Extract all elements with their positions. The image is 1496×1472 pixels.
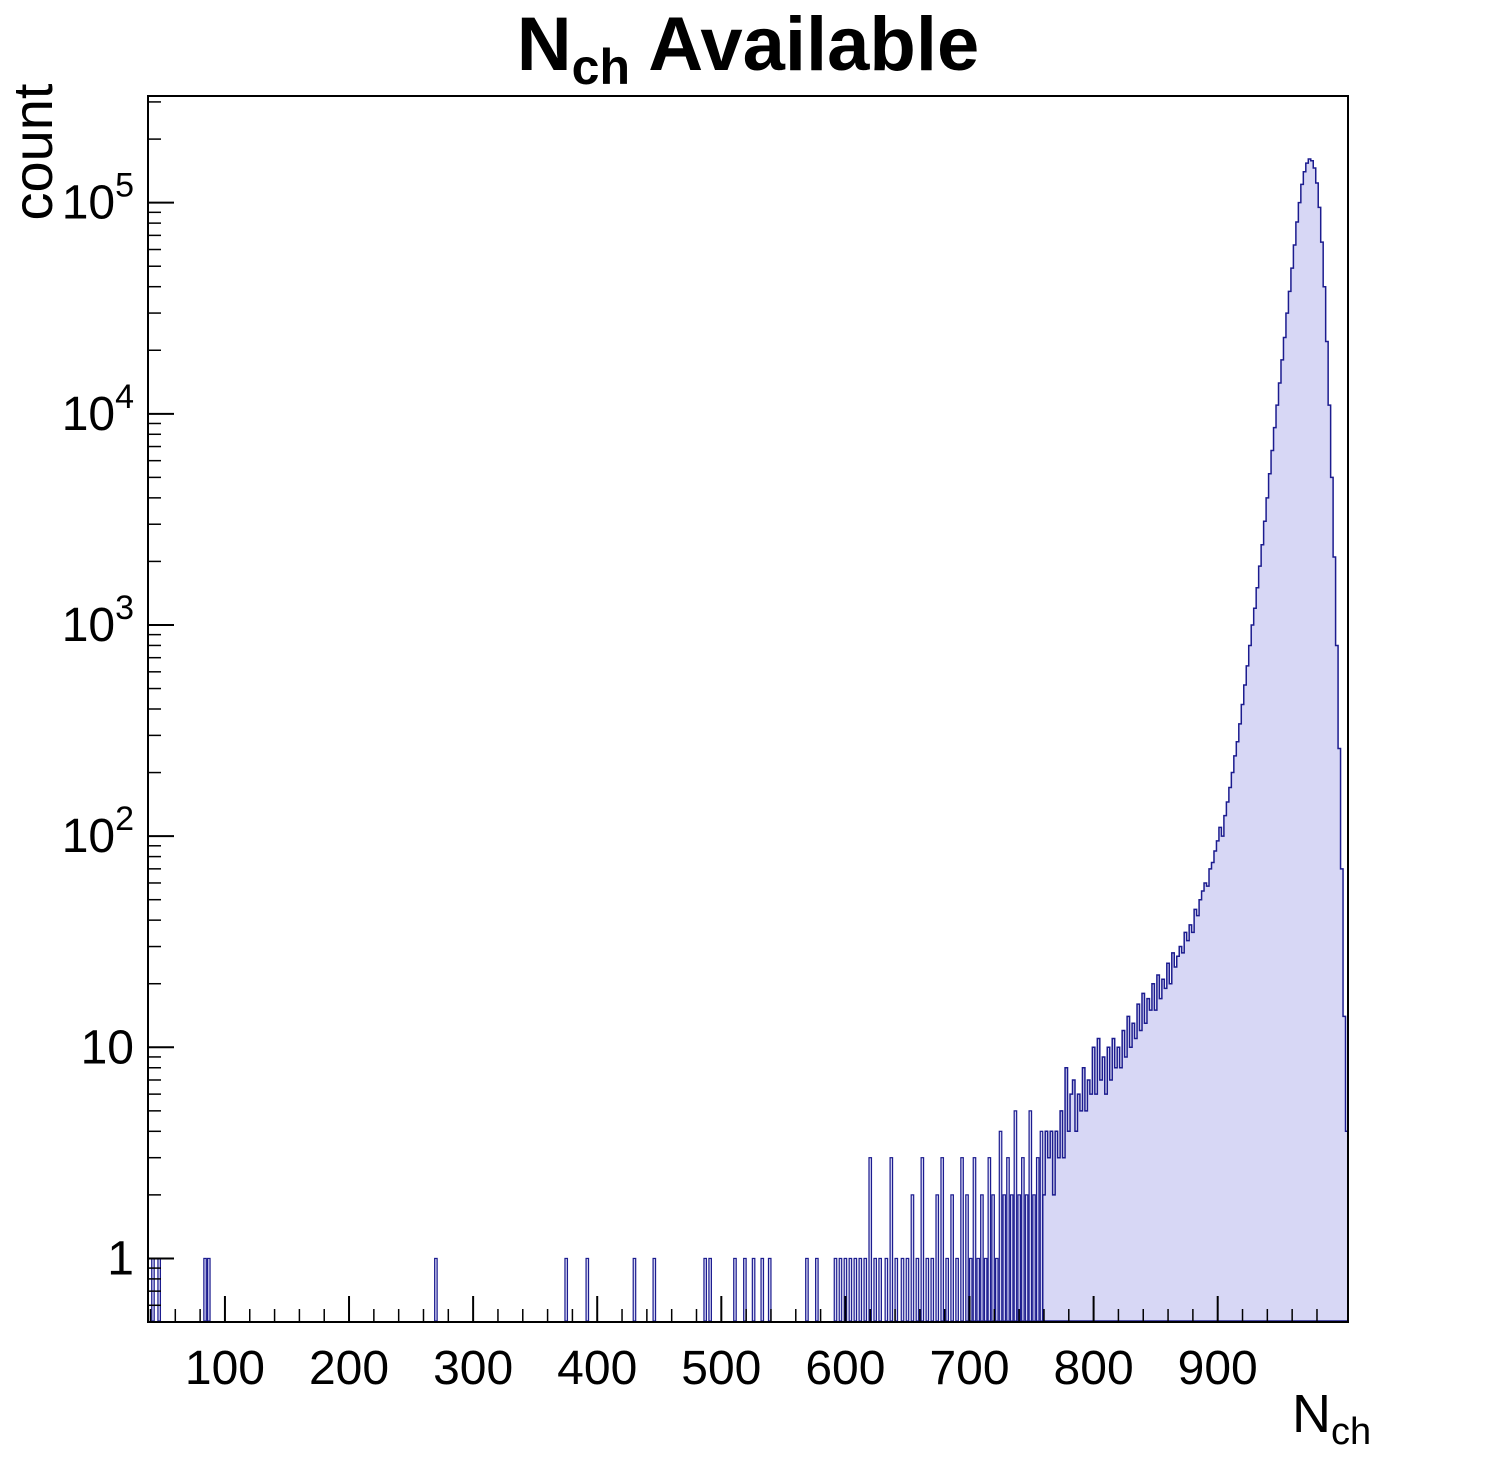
x-axis-label-sub: ch	[1331, 1411, 1371, 1453]
y-tick-label-base: 10	[62, 599, 115, 652]
y-tick-label-base: 10	[62, 177, 115, 230]
chart-title-rest: Available	[630, 2, 979, 87]
histogram-bar	[873, 1257, 878, 1322]
y-tick-label-base: 1	[107, 1232, 134, 1285]
histogram-bar	[930, 1257, 935, 1322]
histogram-bar	[950, 1194, 954, 1322]
histogram-bar	[1013, 1110, 1018, 1322]
histogram-bar	[815, 1257, 819, 1322]
histogram-bar	[805, 1257, 809, 1322]
histogram-bar	[910, 1194, 915, 1322]
histogram-bar	[434, 1257, 438, 1322]
histogram-bar	[884, 1257, 889, 1322]
histogram-bar	[1032, 1194, 1036, 1322]
histogram-bar	[940, 1157, 945, 1322]
histogram-bar	[703, 1257, 708, 1322]
histogram-bar	[972, 1157, 977, 1322]
histogram-bar	[203, 1257, 207, 1322]
histogram-bar	[915, 1257, 920, 1322]
y-tick-label-exponent: 5	[115, 167, 134, 205]
histogram-bar	[920, 1157, 925, 1322]
histogram-bar	[868, 1157, 873, 1322]
y-tick-label: 102	[62, 800, 134, 863]
x-tick-label: 600	[805, 1342, 885, 1395]
x-tick-label: 200	[309, 1342, 389, 1395]
histogram-bar	[935, 1194, 940, 1322]
y-tick-label: 105	[62, 167, 134, 230]
y-tick-label-exponent: 2	[115, 800, 134, 838]
histogram-bar	[708, 1257, 712, 1322]
histogram-bar	[858, 1257, 863, 1322]
y-tick-label-base: 10	[62, 810, 115, 863]
y-tick-label-base: 10	[62, 388, 115, 441]
y-tick-label-base: 10	[81, 1021, 134, 1074]
chart-title-sub: ch	[572, 39, 630, 95]
histogram-bar	[863, 1257, 868, 1322]
histogram-bar	[206, 1257, 211, 1322]
histogram-bar	[889, 1157, 894, 1322]
histogram-bar	[998, 1130, 1003, 1322]
histogram-bar	[960, 1157, 964, 1322]
histogram-bar	[853, 1257, 858, 1322]
chart-title-main: N	[517, 2, 572, 87]
axes-layer: 100 200 300 400 500 600 700 800 9001101021031041…	[62, 95, 1349, 1395]
histogram-bar	[1009, 1194, 1014, 1322]
x-tick-label: 400	[557, 1342, 637, 1395]
histogram-bar	[1035, 1157, 1040, 1322]
histogram-bar	[1006, 1157, 1010, 1322]
histogram-bar	[945, 1257, 950, 1322]
x-axis-label-main: N	[1292, 1384, 1331, 1444]
histogram-bar	[838, 1257, 843, 1322]
histogram-bar	[878, 1257, 882, 1322]
y-axis-label: count	[1, 83, 64, 220]
x-tick-label: 900	[1178, 1342, 1258, 1395]
histogram-bar	[905, 1257, 910, 1322]
histogram-bar	[991, 1194, 995, 1322]
histogram-bar	[1002, 1194, 1007, 1322]
histogram-bar	[632, 1257, 637, 1322]
histogram-bar	[1024, 1194, 1029, 1322]
histogram-bar	[564, 1257, 569, 1322]
chart-title: Nch Available	[517, 2, 979, 95]
histogram-bar	[987, 1157, 992, 1322]
histogram-bar	[848, 1257, 853, 1322]
histogram-bar	[900, 1257, 905, 1322]
histogram-bar	[955, 1257, 959, 1322]
y-tick-label: 104	[62, 378, 134, 441]
histogram-bar	[976, 1257, 981, 1322]
x-tick-label: 100	[185, 1342, 265, 1395]
x-tick-label: 500	[681, 1342, 761, 1395]
x-tick-label: 800	[1054, 1342, 1134, 1395]
y-tick-label: 103	[62, 589, 134, 652]
x-axis-label: Nch	[1292, 1384, 1371, 1453]
y-tick-label-exponent: 4	[115, 378, 134, 416]
histogram-bar	[994, 1257, 999, 1322]
x-tick-label: 300	[433, 1342, 513, 1395]
histogram-bar	[733, 1257, 737, 1322]
y-tick-label: 10	[81, 1021, 134, 1074]
histogram-bar	[925, 1257, 930, 1322]
histogram-bar	[965, 1194, 969, 1322]
y-tick-label-exponent: 3	[115, 589, 134, 627]
histogram-bar	[585, 1257, 590, 1322]
histogram-bar	[1028, 1110, 1033, 1322]
histogram-bar	[652, 1257, 657, 1322]
histogram-bar	[1021, 1157, 1025, 1322]
histogram-series-layer	[151, 158, 1349, 1322]
histogram-bar	[833, 1257, 838, 1322]
histogram-bar	[760, 1257, 765, 1322]
histogram-bar	[1017, 1194, 1021, 1322]
histogram-bar	[983, 1257, 988, 1322]
x-tick-label: 700	[929, 1342, 1009, 1395]
histogram-profile	[1041, 158, 1349, 1322]
y-tick-label: 1	[107, 1232, 134, 1285]
histogram-bar	[751, 1257, 756, 1322]
histogram-bar	[980, 1194, 984, 1322]
